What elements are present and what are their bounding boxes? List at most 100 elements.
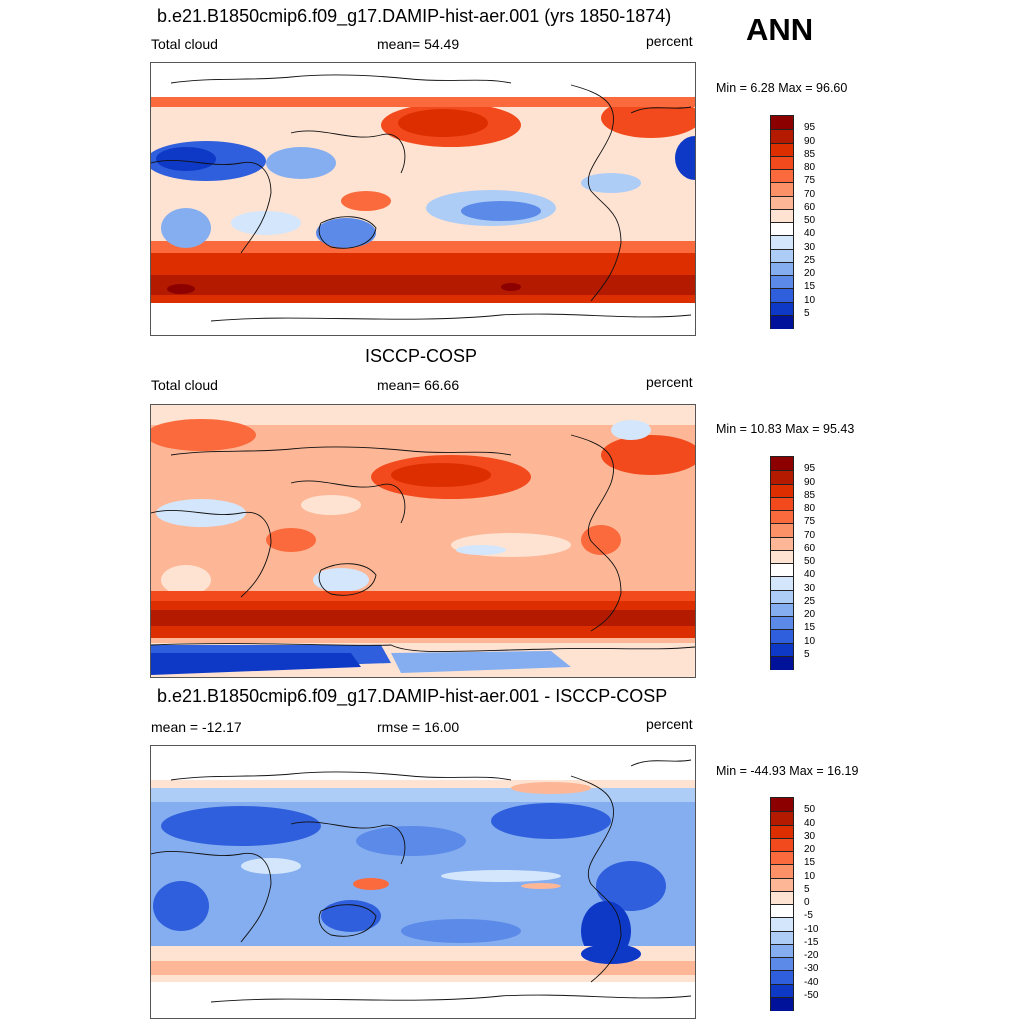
colorbar-divider bbox=[771, 470, 793, 472]
colorbar-divider bbox=[771, 930, 793, 932]
colorbar-divider bbox=[771, 288, 793, 290]
colorbar-divider bbox=[771, 589, 793, 591]
colorbar-tick-label: 90 bbox=[804, 135, 816, 147]
colorbar-swatch bbox=[771, 811, 793, 825]
colorbar-tick-label: 10 bbox=[804, 294, 816, 306]
colorbar-tick-label: 50 bbox=[804, 556, 816, 567]
colorbar-tick-label: 5 bbox=[804, 883, 810, 895]
panel-2-map bbox=[150, 404, 696, 678]
colorbar-divider bbox=[771, 129, 793, 131]
colorbar-tick-label: 15 bbox=[804, 281, 816, 293]
colorbar-swatch bbox=[771, 602, 793, 617]
panel-3-minmax: Min = -44.93 Max = 16.19 bbox=[716, 764, 859, 778]
colorbar-tick-label: 5 bbox=[804, 648, 810, 660]
colorbar-swatch bbox=[771, 616, 793, 630]
colorbar-divider bbox=[771, 182, 793, 184]
colorbar-tick-label: 10 bbox=[804, 635, 816, 647]
colorbar-swatch bbox=[771, 208, 793, 223]
colorbar-divider bbox=[771, 523, 793, 525]
colorbar-swatch bbox=[771, 837, 793, 852]
colorbar-divider bbox=[771, 983, 793, 985]
colorbar-swatch bbox=[771, 457, 793, 471]
panel-1-colorbar bbox=[770, 115, 794, 329]
colorbar-swatch bbox=[771, 195, 793, 210]
colorbar-divider bbox=[771, 510, 793, 511]
colorbar-swatch bbox=[771, 904, 793, 918]
panel-2-units-label: percent bbox=[646, 374, 693, 390]
panel-1-units-label: percent bbox=[646, 33, 693, 49]
panel-3-units-label: percent bbox=[646, 716, 693, 732]
colorbar-tick-label: 80 bbox=[804, 162, 816, 173]
colorbar-tick-label: 15 bbox=[804, 622, 816, 634]
colorbar-tick-label: 30 bbox=[804, 582, 816, 594]
colorbar-swatch bbox=[771, 957, 793, 971]
colorbar-divider bbox=[771, 642, 793, 644]
colorbar-tick-label: 20 bbox=[804, 609, 816, 620]
colorbar-swatch bbox=[771, 890, 793, 905]
colorbar-swatch bbox=[771, 589, 793, 604]
colorbar-swatch bbox=[771, 629, 793, 643]
colorbar-swatch bbox=[771, 155, 793, 170]
colorbar-tick-label: 30 bbox=[804, 830, 816, 842]
colorbar-tick-label: 80 bbox=[804, 503, 816, 514]
colorbar-divider bbox=[771, 155, 793, 157]
colorbar-tick-label: 5 bbox=[804, 307, 810, 319]
colorbar-swatch bbox=[771, 275, 793, 289]
colorbar-divider bbox=[771, 904, 793, 905]
colorbar-divider bbox=[771, 563, 793, 564]
panel-2-variable-label: Total cloud bbox=[151, 377, 218, 393]
colorbar-swatch bbox=[771, 301, 793, 316]
colorbar-divider bbox=[771, 536, 793, 538]
colorbar-divider bbox=[771, 616, 793, 617]
colorbar-swatch bbox=[771, 970, 793, 984]
colorbar-divider bbox=[771, 314, 793, 316]
colorbar-swatch bbox=[771, 877, 793, 892]
colorbar-tick-label: -40 bbox=[804, 976, 819, 988]
colorbar-tick-label: 75 bbox=[804, 175, 816, 187]
colorbar-swatch bbox=[771, 116, 793, 130]
colorbar-divider bbox=[771, 261, 793, 263]
colorbar-swatch bbox=[771, 563, 793, 577]
colorbar-swatch bbox=[771, 182, 793, 196]
colorbar-swatch bbox=[771, 235, 793, 249]
panel-1-title: b.e21.B1850cmip6.f09_g17.DAMIP-hist-aer.… bbox=[157, 6, 672, 26]
colorbar-divider bbox=[771, 208, 793, 210]
colorbar-divider bbox=[771, 970, 793, 972]
colorbar-tick-label: 85 bbox=[804, 148, 816, 160]
panel-2-colorbar bbox=[770, 456, 794, 670]
colorbar-tick-label: 50 bbox=[804, 804, 816, 816]
colorbar-tick-label: 15 bbox=[804, 857, 816, 869]
colorbar-divider bbox=[771, 629, 793, 631]
colorbar-swatch bbox=[771, 314, 793, 329]
colorbar-divider bbox=[771, 275, 793, 276]
colorbar-divider bbox=[771, 549, 793, 551]
colorbar-swatch bbox=[771, 129, 793, 143]
colorbar-tick-label: 60 bbox=[804, 542, 816, 554]
colorbar-divider bbox=[771, 917, 793, 919]
colorbar-tick-label: 40 bbox=[804, 228, 816, 240]
panel-3-mean-label: mean = -12.17 bbox=[151, 719, 242, 735]
colorbar-divider bbox=[771, 943, 793, 945]
colorbar-divider bbox=[771, 824, 793, 826]
colorbar-swatch bbox=[771, 496, 793, 511]
panel-2-title: ISCCP-COSP bbox=[365, 346, 478, 366]
colorbar-divider bbox=[771, 496, 793, 498]
colorbar-swatch bbox=[771, 510, 793, 524]
panel-1-mean-label: mean= 54.49 bbox=[377, 36, 460, 52]
panel-1-map bbox=[150, 62, 696, 336]
colorbar-swatch bbox=[771, 917, 793, 931]
colorbar-tick-label: 40 bbox=[804, 817, 816, 829]
colorbar-tick-label: 20 bbox=[804, 268, 816, 279]
panel-3-map bbox=[150, 745, 696, 1019]
colorbar-divider bbox=[771, 864, 793, 866]
colorbar-divider bbox=[771, 248, 793, 250]
colorbar-swatch bbox=[771, 169, 793, 183]
colorbar-divider bbox=[771, 301, 793, 303]
colorbar-swatch bbox=[771, 930, 793, 945]
colorbar-divider bbox=[771, 837, 793, 839]
colorbar-swatch bbox=[771, 655, 793, 670]
colorbar-tick-label: 25 bbox=[804, 595, 816, 607]
colorbar-tick-label: 90 bbox=[804, 476, 816, 488]
panel-2-minmax: Min = 10.83 Max = 95.43 bbox=[716, 422, 855, 436]
colorbar-divider bbox=[771, 142, 793, 144]
